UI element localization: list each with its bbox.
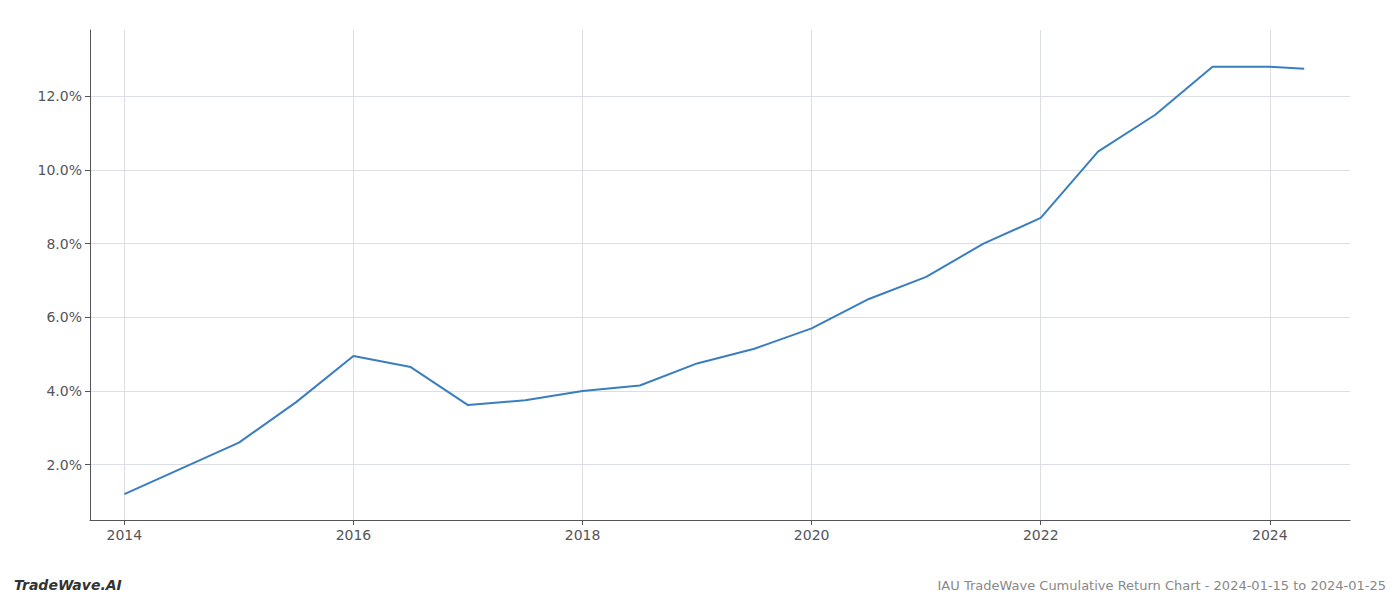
svg-text:8.0%: 8.0% xyxy=(46,236,82,252)
svg-text:2018: 2018 xyxy=(565,527,601,543)
svg-text:2022: 2022 xyxy=(1023,527,1059,543)
svg-text:2014: 2014 xyxy=(107,527,143,543)
svg-text:TradeWave.AI: TradeWave.AI xyxy=(14,577,122,593)
svg-text:2020: 2020 xyxy=(794,527,830,543)
svg-text:12.0%: 12.0% xyxy=(38,88,82,104)
svg-text:4.0%: 4.0% xyxy=(46,383,82,399)
svg-text:IAU TradeWave Cumulative Retur: IAU TradeWave Cumulative Return Chart - … xyxy=(938,578,1386,593)
svg-text:2024: 2024 xyxy=(1252,527,1288,543)
svg-text:10.0%: 10.0% xyxy=(38,162,82,178)
svg-text:2.0%: 2.0% xyxy=(46,457,82,473)
svg-text:6.0%: 6.0% xyxy=(46,309,82,325)
svg-text:2016: 2016 xyxy=(336,527,372,543)
